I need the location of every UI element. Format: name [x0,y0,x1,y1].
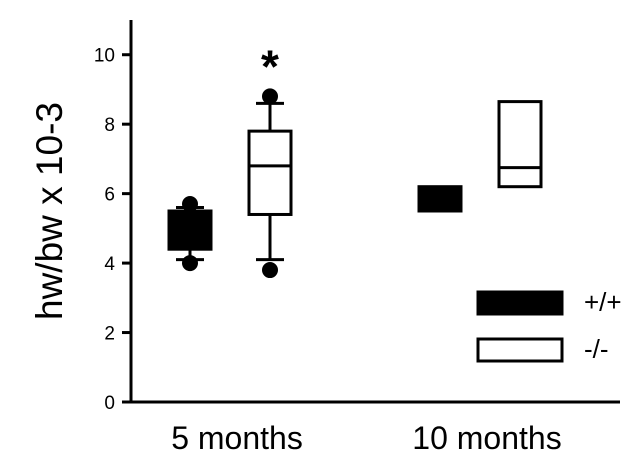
y-tick-label: 0 [104,393,115,414]
significance-asterisk: * [261,41,279,93]
y-axis: 0 2 4 6 8 10 [94,20,133,414]
legend-swatch [476,290,564,316]
box-wildtype [167,196,213,272]
box-iqr [167,209,213,251]
y-axis-title: hw/bw x 10-3 [29,102,70,320]
box-wildtype [417,185,463,213]
outlier-point [262,88,278,105]
box-iqr [417,185,463,213]
y-tick-label: 4 [104,254,115,275]
legend-swatch [476,337,564,363]
y-tick-label: 6 [104,185,115,206]
outlier-point [182,255,198,272]
x-axis: 5 months 10 months [131,400,620,455]
box-iqr [497,100,543,189]
y-tick-label: 10 [94,46,115,67]
x-category-label: 5 months [171,420,303,455]
y-tick-label: 8 [104,115,115,136]
y-tick-label: 2 [104,324,115,345]
outlier-point [182,196,198,213]
outlier-point [262,262,278,279]
legend-label: +/+ [584,287,622,317]
legend: +/+ -/- [476,287,622,364]
box-iqr [247,129,293,216]
legend-label: -/- [584,334,609,364]
box-knockout [247,88,293,279]
annotations: * [261,41,279,93]
box-knockout [497,100,543,189]
x-category-label: 10 months [412,420,561,455]
box-plot-area [167,88,543,279]
